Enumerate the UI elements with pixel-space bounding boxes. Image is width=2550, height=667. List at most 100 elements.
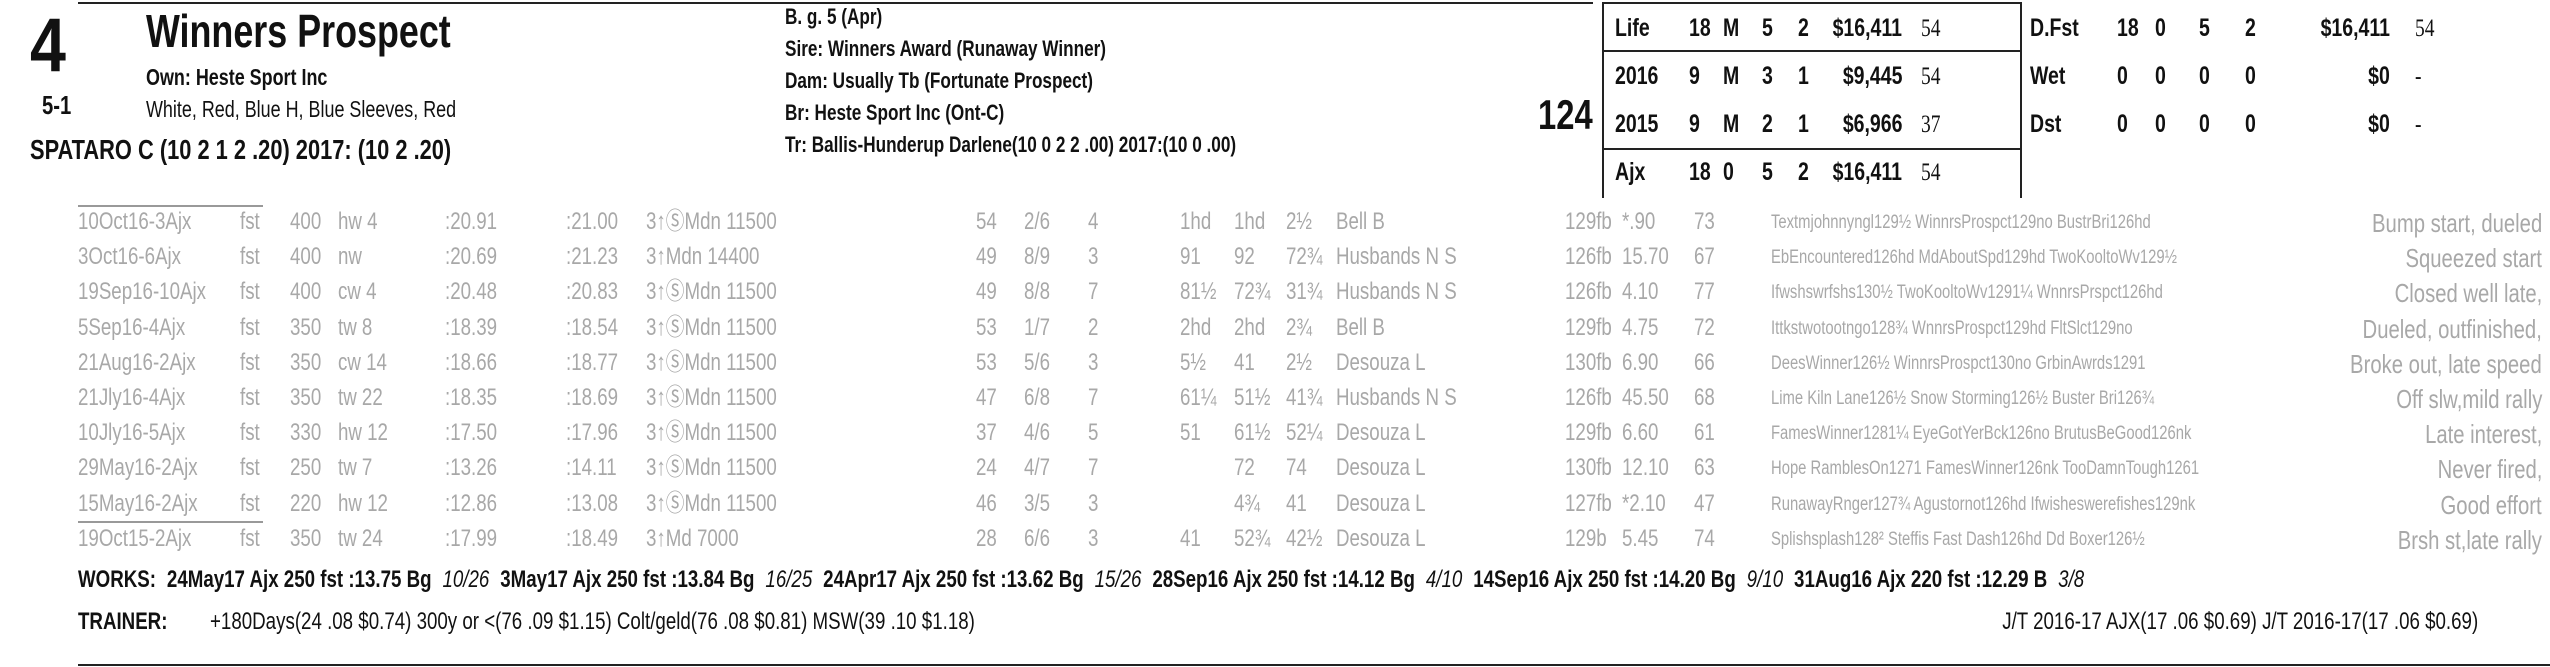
distance: 350 (290, 384, 322, 411)
morning-line: 5-1 (42, 90, 72, 120)
race-date: 10Oct16-3Ajx (78, 208, 192, 235)
track-condition: fst (240, 208, 260, 235)
speed-figure: 49 (976, 278, 997, 306)
record-box-left (1602, 2, 1604, 198)
record-cell: 54 (1921, 15, 1941, 42)
wind: hw 12 (338, 419, 388, 447)
race-class: 3↑ⓈMdn 11500 (646, 489, 777, 517)
record-cell: 5 (1762, 158, 1773, 186)
race-class: 3↑ⓈMdn 11500 (646, 278, 777, 306)
record-cell: 0 (1723, 158, 1734, 186)
surface-record-cell: 0 (2245, 110, 2256, 138)
fraction-time: :20.48 (445, 278, 498, 306)
start: 7 (1088, 454, 1099, 482)
figure: 66 (1694, 348, 1715, 376)
top-finishers: FamesWinner1281¼ EyeGotYerBck126no Brutu… (1771, 423, 2192, 445)
surface-record-cell: $16,411 (2320, 14, 2390, 42)
fraction-time: :17.99 (445, 524, 498, 552)
weight-equipment: 126fb (1565, 384, 1612, 411)
works-line: WORKS: 24May17 Ajx 250 fst :13.75 Bg 10/26… (78, 568, 2095, 592)
jockey: Desouza L (1336, 454, 1426, 482)
surface-record-cell: 0 (2117, 62, 2128, 90)
fraction-time: :18.39 (445, 313, 498, 341)
odds: 4.10 (1622, 278, 1659, 306)
first-call: 61¼ (1180, 384, 1217, 411)
trip-comment: Bump start, dueled (2371, 208, 2542, 238)
record-box-rule (1602, 50, 2022, 52)
first-call: 81½ (1180, 278, 1217, 306)
odds: 5.45 (1622, 524, 1659, 552)
race-class: 3↑ⓈMdn 11500 (646, 348, 777, 376)
trip-comment: Dueled, outfinished, (2362, 313, 2542, 344)
speed-figure: 53 (976, 313, 997, 341)
race-date: 19Oct15-2Ajx (78, 524, 192, 552)
surface-record-cell: $0 (2368, 62, 2390, 90)
wind: tw 24 (338, 524, 383, 552)
record-cell: 2 (1798, 14, 1809, 42)
workout-rank: 10/26 (442, 566, 490, 593)
record-cell: $16,411 (1832, 158, 1902, 186)
first-call: 91 (1180, 243, 1201, 271)
figure: 68 (1694, 384, 1715, 411)
distance: 400 (290, 208, 322, 235)
second-call: 61½ (1234, 419, 1271, 447)
track-condition: fst (240, 454, 260, 482)
top-finishers: Textmjohnnyngl129½ WinnrsProspct129no Bu… (1771, 212, 2151, 233)
surface-record-cell: $0 (2368, 110, 2390, 138)
figure: 77 (1694, 278, 1715, 306)
final-time: :20.83 (566, 278, 619, 306)
trainer-stats: +180Days(24 .08 $0.74) 300y or <(76 .09 … (210, 608, 975, 635)
surface-record-cell: 0 (2245, 62, 2256, 90)
jockey: Desouza L (1336, 524, 1426, 552)
record-cell: 2 (1762, 110, 1773, 138)
horse-name: Winners Prospect (146, 5, 451, 57)
distance: 220 (290, 489, 322, 517)
figure: 73 (1694, 208, 1715, 235)
finish: 2¾ (1286, 313, 1313, 341)
jockey: Desouza L (1336, 348, 1426, 376)
weight-equipment: 130fb (1565, 454, 1612, 482)
jockey: SPATARO C (10 2 1 2 .20) 2017: (10 2 .20… (30, 134, 452, 165)
breeding-sire: Sire: Winners Award (Runaway Winner) (785, 36, 1107, 61)
speed-figure: 24 (976, 454, 997, 482)
finish: 42½ (1286, 524, 1323, 552)
distance: 350 (290, 524, 322, 552)
final-time: :18.49 (566, 524, 619, 552)
record-cell: M (1723, 14, 1740, 42)
race-date: 10Jly16-5Ajx (78, 419, 186, 447)
final-time: :14.11 (566, 454, 617, 482)
record-cell: 54 (1921, 159, 1941, 186)
start: 5 (1088, 419, 1099, 447)
record-cell: Life (1615, 14, 1650, 42)
weight-equipment: 129fb (1565, 313, 1612, 341)
speed-figure: 46 (976, 489, 997, 517)
speed-figure: 28 (976, 524, 997, 552)
silks: White, Red, Blue H, Blue Sleeves, Red (146, 96, 457, 122)
surface-record-cell: 5 (2199, 14, 2210, 42)
rule (78, 2, 1593, 4)
race-date: 29May16-2Ajx (78, 454, 198, 482)
start: 4 (1088, 208, 1099, 235)
first-call: 1hd (1180, 208, 1212, 235)
surface-record-cell: - (2415, 63, 2422, 90)
workout: 24Apr17 Ajx 250 fst :13.62 Bg (823, 566, 1084, 593)
second-call: 51½ (1234, 384, 1271, 411)
distance: 350 (290, 313, 322, 341)
odds: 15.70 (1622, 243, 1669, 271)
surface-record-cell: 54 (2415, 15, 2435, 42)
distance: 250 (290, 454, 322, 482)
wind: cw 4 (338, 278, 377, 306)
distance: 400 (290, 243, 322, 271)
odds: 4.75 (1622, 313, 1659, 341)
odds: *2.10 (1622, 489, 1666, 517)
jockey: Bell B (1336, 313, 1385, 341)
surface-record-cell: D.Fst (2030, 14, 2079, 42)
record-cell: Ajx (1615, 158, 1646, 186)
second-call: 41 (1234, 348, 1255, 376)
race-class: 3↑ⓈMdn 11500 (646, 208, 777, 235)
odds: *.90 (1622, 208, 1656, 235)
wind: hw 4 (338, 208, 378, 235)
surface-record-cell: 0 (2117, 110, 2128, 138)
distance: 350 (290, 348, 322, 376)
